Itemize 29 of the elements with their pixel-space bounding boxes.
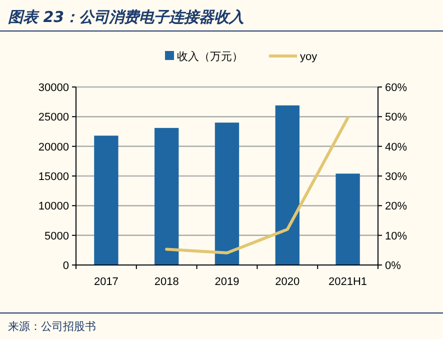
y2-tick-label: 10% [385,230,408,242]
x-tick-label: 2019 [214,276,240,288]
x-tick-label: 2017 [94,276,118,288]
x-tick-label: 2020 [275,276,300,288]
legend-label: yoy [300,51,318,63]
y2-tick-label: 40% [385,141,408,154]
source-note: 来源：公司招股书 [8,320,96,333]
y-tick-label: 30000 [38,82,69,94]
y-tick-label: 15000 [38,171,69,183]
y-tick-label: 0 [62,260,69,272]
bar [94,136,118,265]
y2-tick-label: 30% [385,171,408,183]
bar [336,174,360,265]
y-tick-label: 5000 [44,230,69,242]
y-tick-label: 10000 [38,200,69,213]
line-series [165,116,350,254]
y2-tick-label: 50% [385,112,408,124]
bar [275,105,300,265]
y-tick-label: 25000 [38,112,69,124]
bar [154,128,179,265]
legend-label: 收入（万元） [177,50,243,63]
chart-title: 图表 23：公司消费电子连接器收入 [8,8,244,26]
x-tick-label: 2021H1 [328,276,368,288]
y-tick-label: 20000 [38,141,69,154]
y2-tick-label: 0% [385,260,402,272]
x-tick-label: 2018 [154,276,179,288]
bar [214,122,240,265]
y2-tick-label: 20% [385,200,408,213]
y2-tick-label: 60% [385,82,408,94]
